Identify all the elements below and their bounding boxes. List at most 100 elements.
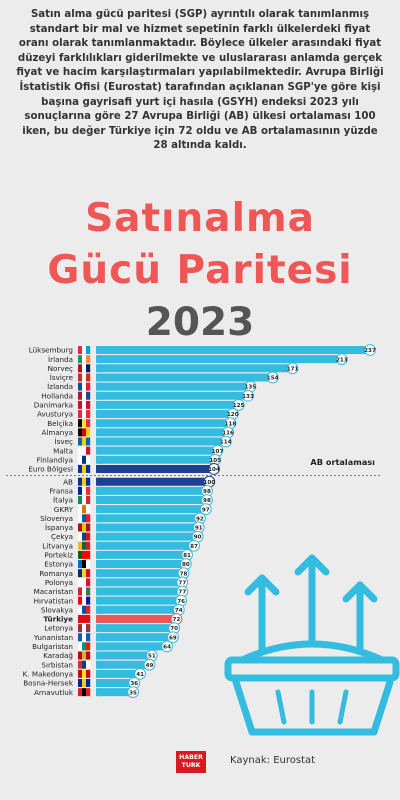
bar (96, 373, 277, 382)
bar (96, 455, 102, 464)
category-label: GKRY (54, 505, 74, 514)
flag-icon (78, 486, 83, 495)
flag-icon (78, 400, 83, 409)
bar (96, 400, 102, 409)
flag-icon (78, 514, 83, 523)
bar (96, 446, 102, 455)
value-label: 91 (195, 526, 203, 532)
category-label: Macaristan (34, 587, 73, 596)
flag-icon (82, 364, 87, 373)
value-label: 77 (178, 580, 186, 586)
bar (96, 382, 102, 391)
bar (96, 660, 102, 669)
flag-icon (82, 550, 87, 559)
flag-icon (82, 446, 87, 455)
intro-text: Satın alma gücü paritesi (SGP) ayrıntılı… (16, 9, 384, 152)
flag-icon (78, 364, 83, 373)
flag-icon (86, 410, 91, 419)
flag-icon (78, 688, 83, 697)
value-label: 133 (242, 394, 254, 400)
bar (96, 400, 243, 409)
flag-icon (78, 437, 83, 446)
flag-icon (82, 477, 87, 486)
bar (96, 523, 203, 532)
bar (96, 391, 102, 400)
value-label: 70 (170, 626, 178, 632)
flag-icon (78, 651, 83, 660)
bar (96, 364, 102, 373)
value-label: 69 (169, 635, 177, 641)
category-label: Norveç (48, 364, 73, 373)
bar (96, 523, 102, 532)
bar (96, 496, 211, 504)
flag-icon (82, 410, 87, 419)
flag-icon (82, 578, 87, 587)
up-arrow-head-icon (294, 554, 330, 576)
flag-icon (78, 633, 83, 642)
flag-icon (86, 455, 91, 464)
flag-icon (82, 651, 87, 660)
bar (96, 688, 138, 697)
value-marker (188, 539, 200, 552)
bar (96, 355, 102, 364)
logo-line-2: TURK (181, 762, 201, 769)
flag-icon (82, 391, 87, 400)
value-label: 100 (203, 480, 215, 486)
flag-icon (78, 382, 83, 391)
category-label: Estonya (44, 560, 73, 569)
flag-icon (78, 569, 83, 578)
value-label: 35 (129, 690, 137, 696)
value-label: 98 (203, 498, 211, 504)
bar (96, 446, 222, 455)
category-label: Euro Bölgesi (28, 465, 73, 474)
flag-icon (78, 373, 83, 382)
value-label: 120 (227, 412, 239, 418)
value-marker (335, 353, 348, 366)
bar (96, 633, 177, 642)
category-label: AB (63, 477, 73, 486)
bar (96, 560, 190, 569)
value-label: 49 (146, 663, 154, 669)
value-label: 81 (183, 553, 191, 559)
title-line-1: Satınalma (85, 196, 315, 241)
value-label: 114 (220, 440, 232, 446)
flag-icon (86, 419, 91, 428)
category-label: Fransa (49, 486, 73, 495)
footer: HABER TURK Kaynak: Eurostat (176, 751, 396, 773)
flag-icon (86, 382, 91, 391)
bar (96, 346, 374, 354)
flag-icon (86, 541, 91, 550)
value-label: 78 (180, 571, 188, 577)
logo-line-1: HABER (179, 754, 203, 761)
flag-icon (82, 532, 87, 541)
category-label: Lüksemburg (29, 346, 73, 355)
title-year: 2023 (145, 300, 255, 345)
category-label: Finlandiya (37, 455, 73, 464)
category-label: Slovakya (41, 605, 73, 614)
bar (96, 514, 102, 523)
title-line-2: Gücü Paritesi (47, 248, 353, 293)
flag-icon (86, 688, 91, 697)
flag-icon (78, 496, 83, 504)
category-label: İsviçre (50, 373, 74, 382)
bar (96, 669, 102, 678)
category-label: Sırbistan (41, 660, 73, 669)
flag-icon (86, 560, 91, 569)
category-label: K. Makedonya (23, 669, 73, 678)
flag-icon (86, 391, 91, 400)
value-marker (232, 399, 245, 411)
value-label: 92 (196, 516, 204, 522)
flag-icon (78, 477, 83, 486)
value-label: 51 (148, 654, 156, 660)
flag-icon (78, 464, 83, 473)
value-label: 64 (163, 645, 171, 651)
category-label: Hollanda (41, 391, 73, 400)
bar (96, 614, 181, 623)
value-marker (208, 463, 220, 475)
flag-icon (78, 624, 83, 633)
value-label: 104 (208, 467, 220, 473)
category-label: Portekiz (44, 551, 73, 560)
flag-icon (86, 651, 91, 660)
category-label: Almanya (41, 428, 73, 437)
